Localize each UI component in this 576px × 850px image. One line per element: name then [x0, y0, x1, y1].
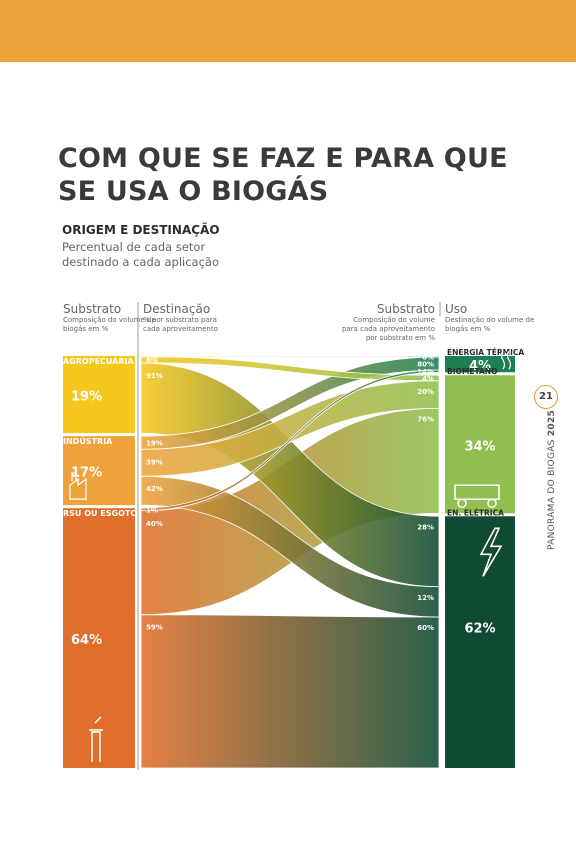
header-substrato-right-title: Substrato [377, 302, 435, 316]
source-node-rsu [63, 508, 135, 768]
header-destinacao-note-line: cada aproveitamento [143, 325, 218, 333]
target-name-termica: ENERGIA TÉRMICA [447, 348, 524, 357]
header-substrato-left-note-line: biogás em % [63, 325, 109, 333]
target-value-eletrica: 62% [464, 621, 495, 636]
target-node-biometano [445, 375, 515, 514]
page-title: COM QUE SE FAZ E PARA QUE SE USA O BIOGÁ… [58, 143, 508, 207]
flow-target-label-agro-termica: 6% [422, 353, 434, 361]
flow-target-label-agro-biometano: 4% [422, 375, 434, 383]
header-substrato-right-note-line: por substrato em % [366, 334, 436, 342]
source-name-agro: AGROPECUÁRIA [63, 355, 134, 366]
flow-source-label-agro-termica: 1% [146, 353, 158, 361]
flow-rsu-to-biometano [140, 407, 440, 616]
header-substrato-left-note-line: Composição do volume de [63, 316, 156, 324]
factory-icon [69, 472, 87, 500]
flow-target-label-industria-eletrica: 12% [417, 594, 434, 602]
header-substrato-right-note-line: para cada aproveitamento [342, 325, 435, 333]
target-name-biometano: BIOMETANO [447, 367, 497, 376]
source-node-industria [63, 436, 135, 506]
flow-source-label-industria-biometano: 39% [146, 458, 163, 466]
target-value-termica: 4% [469, 359, 491, 374]
source-name-industria: INDÚSTRIA [63, 435, 113, 446]
heat-waves-icon [500, 350, 512, 370]
flow-bands [140, 355, 440, 769]
flow-target-label-industria-biometano: 20% [417, 388, 434, 396]
header-destinacao-title: Destinação [143, 302, 210, 316]
source-value-agro: 19% [71, 390, 102, 405]
flow-source-label-agro-biometano: 8% [146, 357, 158, 365]
flow-source-label-industria-termica: 19% [146, 440, 163, 448]
source-value-rsu: 64% [71, 633, 102, 648]
page-number: 21 [534, 385, 558, 409]
flow-agro-to-termica [140, 355, 440, 358]
flow-target-label-industria-termica: 80% [417, 360, 434, 368]
flow-target-label-rsu-eletrica: 60% [417, 624, 434, 632]
flow-rsu-to-eletrica [140, 614, 440, 769]
source-name-rsu: RSU OU ESGOTO [63, 509, 137, 518]
flow-industria-to-eletrica [140, 475, 440, 618]
flow-rsu-to-termica [140, 369, 440, 512]
header-uso-title: Uso [445, 302, 467, 316]
flow-source-label-rsu-eletrica: 59% [146, 624, 163, 632]
source-node-agro [63, 356, 135, 434]
chart-description: Percentual de cada setor destinado a cad… [62, 240, 219, 269]
target-node-eletrica [445, 516, 515, 768]
flow-source-label-agro-eletrica: 91% [146, 372, 163, 380]
flow-target-label-rsu-biometano: 76% [417, 415, 434, 423]
flow-industria-to-biometano [140, 380, 440, 477]
header-substrato-left-title: Substrato [63, 302, 121, 316]
flow-agro-to-biometano [140, 356, 440, 382]
trash-bin-icon [89, 716, 103, 762]
source-value-industria: 17% [71, 466, 102, 481]
tank-truck-icon [454, 484, 500, 501]
truck-wheel-icon [457, 498, 467, 509]
flow-source-label-rsu-termica: 1% [146, 506, 158, 514]
header-uso-note-line: Destinação do volume de [445, 316, 534, 324]
header-destinacao-note-line: % por substrato para [143, 316, 217, 324]
header-substrato-right-note-line: Composição do volume [353, 316, 435, 324]
lightning-bolt-icon [479, 527, 503, 577]
flow-target-label-agro-eletrica: 28% [417, 523, 434, 531]
target-node-termica [445, 356, 515, 373]
flow-target-label-rsu-termica: 14% [417, 368, 434, 376]
flow-source-label-industria-eletrica: 42% [146, 485, 163, 493]
chart-subtitle: ORIGEM E DESTINAÇÃO [62, 223, 220, 237]
truck-wheel-icon [487, 498, 497, 509]
target-name-eletrica: EN. ELÉTRICA [447, 508, 504, 517]
flow-source-label-rsu-biometano: 40% [146, 520, 163, 528]
target-value-biometano: 34% [464, 439, 495, 454]
top-color-bar [0, 0, 576, 62]
header-uso-note-line: biogás em % [445, 325, 491, 333]
